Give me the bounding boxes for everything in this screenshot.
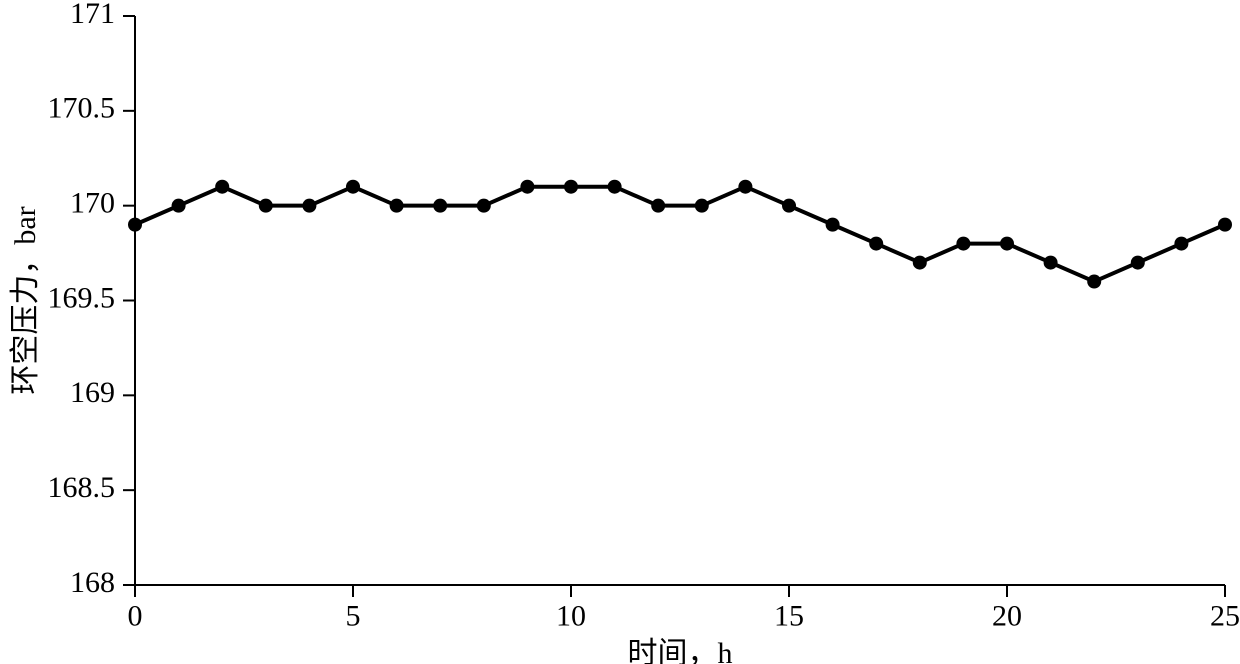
data-point (1044, 256, 1058, 270)
data-point (913, 256, 927, 270)
data-point (608, 180, 622, 194)
data-point (390, 199, 404, 213)
data-point (520, 180, 534, 194)
x-tick-label: 0 (128, 600, 143, 633)
data-point (564, 180, 578, 194)
data-point (1000, 237, 1014, 251)
y-axis-label: 环空压力，bar (9, 206, 42, 394)
data-point (259, 199, 273, 213)
x-axis-label: 时间，h (628, 637, 733, 664)
data-point (433, 199, 447, 213)
data-point (477, 199, 491, 213)
chart-bg (0, 0, 1240, 664)
y-tick-label: 169 (70, 376, 115, 409)
y-tick-label: 168.5 (48, 471, 116, 504)
data-point (1087, 275, 1101, 289)
data-point (651, 199, 665, 213)
y-tick-label: 168 (70, 566, 115, 599)
y-tick-label: 171 (70, 0, 115, 30)
data-point (869, 237, 883, 251)
data-point (302, 199, 316, 213)
data-point (128, 218, 142, 232)
y-tick-label: 169.5 (48, 281, 116, 314)
x-tick-label: 10 (556, 600, 586, 633)
data-point (826, 218, 840, 232)
line-chart: 168 168.5 169 169.5 170 170.5 171 0 5 10 15 20 25 时间，… (0, 0, 1240, 664)
data-point (215, 180, 229, 194)
data-point (1218, 218, 1232, 232)
x-tick-label: 15 (774, 600, 804, 633)
x-tick-label: 20 (992, 600, 1022, 633)
data-point (1174, 237, 1188, 251)
chart-container: 168 168.5 169 169.5 170 170.5 171 0 5 10 15 20 25 时间，… (0, 0, 1240, 664)
data-point (346, 180, 360, 194)
data-point (956, 237, 970, 251)
data-point (782, 199, 796, 213)
data-point (738, 180, 752, 194)
data-point (1131, 256, 1145, 270)
y-tick-label: 170.5 (48, 92, 116, 125)
y-tick-label: 170 (70, 187, 115, 220)
x-tick-label: 5 (346, 600, 361, 633)
data-point (172, 199, 186, 213)
x-tick-label: 25 (1210, 600, 1240, 633)
data-point (695, 199, 709, 213)
